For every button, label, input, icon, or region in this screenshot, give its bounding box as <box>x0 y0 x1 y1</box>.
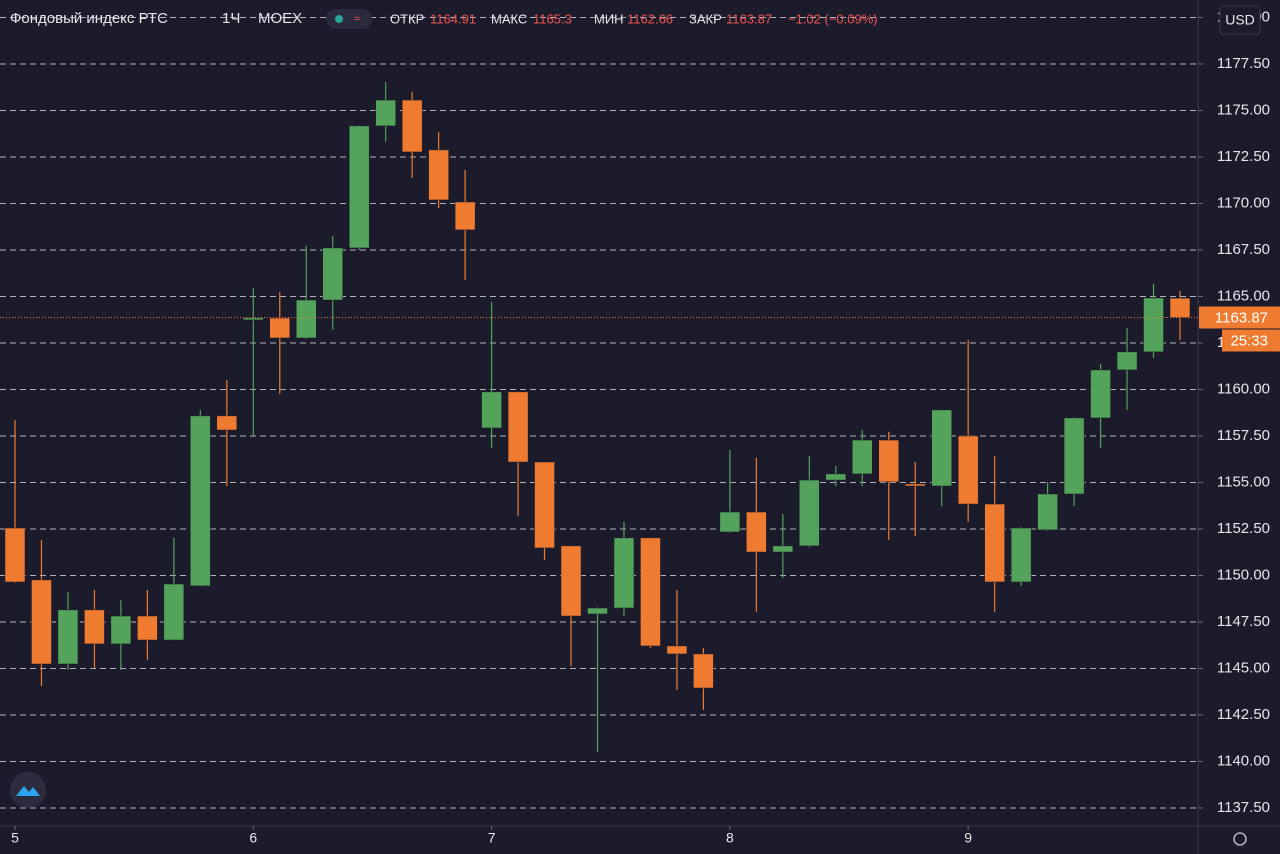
y-tick-label: 1155.00 <box>1217 473 1270 490</box>
x-tick-label: 6 <box>249 830 257 846</box>
candle-body <box>878 439 899 483</box>
y-tick-label: 1152.50 <box>1217 520 1270 537</box>
candle-body <box>772 545 794 553</box>
candle-body <box>481 391 502 429</box>
candle-body <box>428 149 449 201</box>
candle-body <box>31 579 52 665</box>
close-value: 1163.87 <box>726 11 772 26</box>
candle-body <box>693 653 714 689</box>
candle-body <box>666 645 688 655</box>
candle-body <box>190 415 211 587</box>
y-tick-label: 1140.00 <box>1217 752 1270 769</box>
ohlc-legend: ОТКР 1164.91 МАКС 1165.3 МИН 1162.66 ЗАК… <box>390 11 878 26</box>
candle-body <box>1116 351 1138 371</box>
candle-body <box>534 461 555 549</box>
x-tick-label: 5 <box>11 830 19 846</box>
candle-body <box>269 317 291 339</box>
y-tick-label: 1172.50 <box>1217 148 1270 165</box>
y-tick-label: 1150.00 <box>1217 566 1270 583</box>
symbol-title: Фондовый индекс РТС <box>10 10 168 27</box>
y-tick-label: 1137.50 <box>1217 799 1270 816</box>
candle-body <box>57 609 79 665</box>
settings-button[interactable] <box>1233 832 1247 846</box>
candle-body <box>137 615 158 641</box>
candle-body <box>957 435 979 505</box>
candle-body <box>110 615 132 645</box>
candle-body <box>1169 297 1191 318</box>
candle-body <box>4 527 26 583</box>
y-tick-label: 1147.50 <box>1217 613 1270 630</box>
candle-body <box>507 391 529 463</box>
y-tick-label: 1160.00 <box>1217 380 1270 397</box>
candle-body <box>613 537 635 609</box>
y-tick-label: 1167.50 <box>1217 241 1270 258</box>
logo-mark <box>16 786 40 796</box>
candle-body <box>852 439 873 475</box>
candle-body <box>296 299 317 339</box>
candle-body <box>1063 417 1085 495</box>
candle-body <box>1143 297 1164 353</box>
close-label: ЗАКР <box>689 11 722 26</box>
candle-body <box>454 201 476 231</box>
candle-body <box>375 99 396 127</box>
x-tick-label: 9 <box>964 830 972 846</box>
logo[interactable] <box>10 772 46 808</box>
header: Фондовый индекс РТС 1Ч MOEX ≈ <box>10 9 372 29</box>
last-price: 1163.87 25:33 <box>0 306 1280 352</box>
candle-body <box>401 99 423 153</box>
countdown-label: 25:33 <box>1230 332 1268 349</box>
candle-body <box>163 583 185 641</box>
candle-body <box>560 545 582 617</box>
candle-body <box>587 607 608 615</box>
currency-label: USD <box>1225 12 1255 28</box>
candle-body <box>216 415 238 431</box>
candle-body <box>931 409 952 487</box>
status-dot <box>335 15 343 23</box>
status-icon: ≈ <box>354 13 360 25</box>
candle-body <box>746 511 767 553</box>
currency-button[interactable] <box>1219 5 1261 35</box>
y-tick-label: 1145.00 <box>1217 659 1270 676</box>
candle-body <box>719 511 741 533</box>
interval: 1Ч <box>222 10 240 27</box>
low-label: МИН <box>594 11 624 26</box>
candle-body <box>348 125 370 249</box>
last-price-label: 1163.87 <box>1215 309 1268 326</box>
high-value: 1165.3 <box>533 11 572 26</box>
indicator-toggle[interactable] <box>326 9 372 29</box>
open-value: 1164.91 <box>430 11 476 26</box>
candle-body <box>984 503 1005 583</box>
y-tick-label: 1175.00 <box>1217 101 1270 118</box>
y-tick-label: 1142.50 <box>1217 706 1270 723</box>
time-axis: 5 6 7 8 9 <box>11 826 972 846</box>
candle-body <box>1010 527 1032 583</box>
y-tick-label: 1157.50 <box>1217 427 1270 444</box>
candle-body <box>84 609 105 645</box>
y-tick-label: 1170.00 <box>1217 194 1270 211</box>
candle-body <box>799 479 820 547</box>
logo-circle[interactable] <box>10 772 46 808</box>
y-tick-label: 1165.00 <box>1217 287 1270 304</box>
countdown-box <box>1222 329 1280 352</box>
candle-body <box>322 247 343 301</box>
x-tick-label: 7 <box>488 830 496 846</box>
candle-body <box>1090 369 1111 419</box>
candles <box>4 82 1191 752</box>
candle-body <box>825 473 847 481</box>
candle-body <box>1037 493 1058 531</box>
candle-body <box>904 483 926 487</box>
x-tick-label: 8 <box>726 830 734 846</box>
change: −1.02 (−0.09%) <box>788 11 878 26</box>
settings-icon <box>1233 832 1247 846</box>
candle-body <box>243 317 264 321</box>
open-label: ОТКР <box>390 11 424 26</box>
candle-body <box>640 537 661 647</box>
low-value: 1162.66 <box>627 11 673 26</box>
exchange: MOEX <box>258 10 302 27</box>
y-tick-label: 1177.50 <box>1217 55 1270 72</box>
high-label: МАКС <box>491 11 527 26</box>
last-price-box <box>1199 306 1280 329</box>
